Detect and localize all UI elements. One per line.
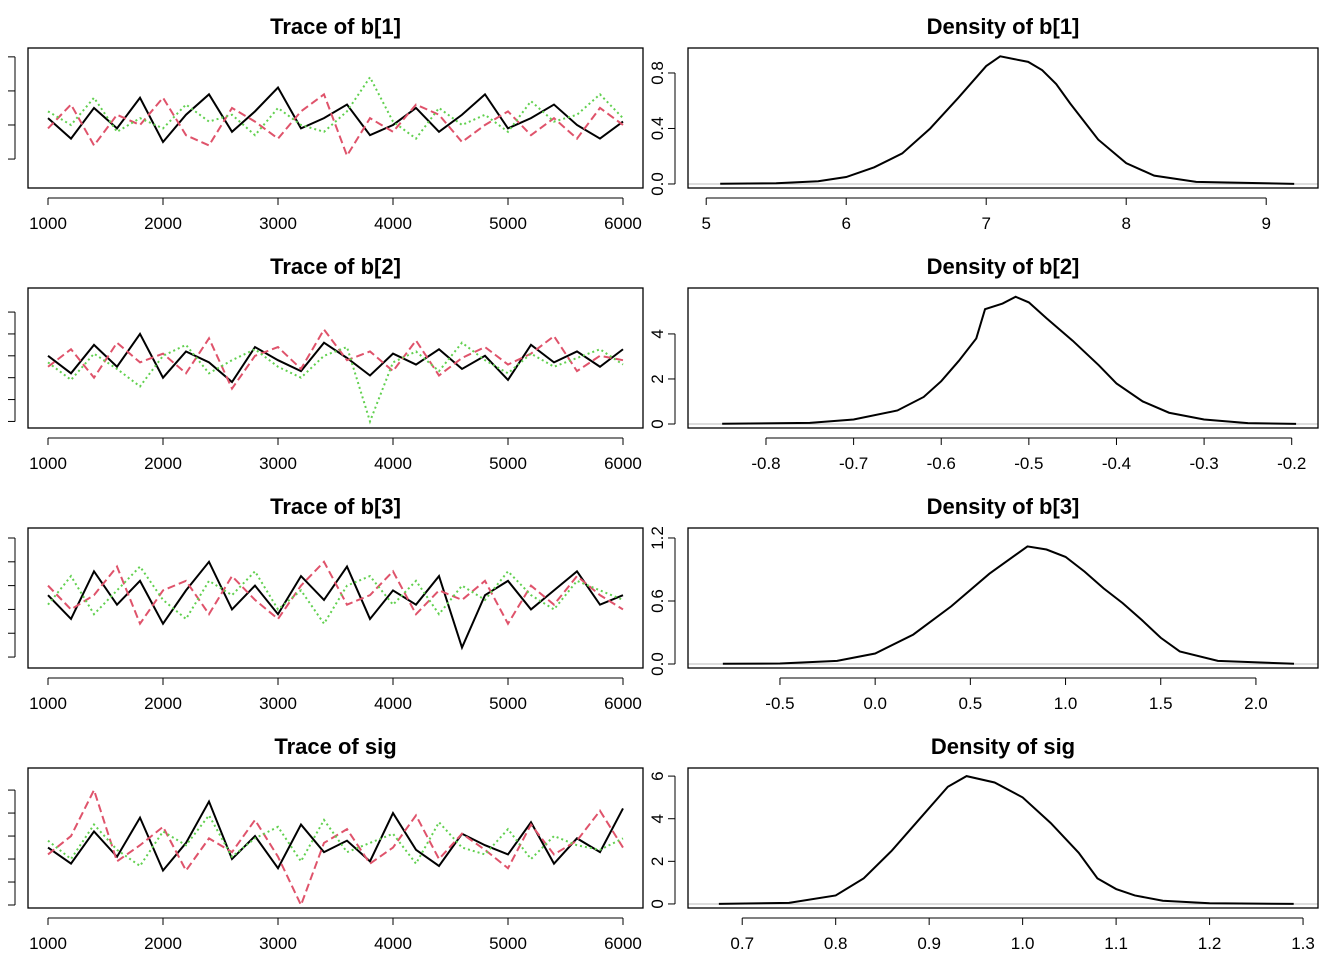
x-tick-label: 9 xyxy=(1261,214,1270,233)
panel-title: Trace of b[2] xyxy=(270,254,401,279)
x-tick-label: 3000 xyxy=(259,694,297,713)
panel-title: Density of sig xyxy=(931,734,1075,759)
x-tick-label: 2000 xyxy=(144,694,182,713)
x-tick-label: 7 xyxy=(981,214,990,233)
density-curve xyxy=(718,775,1294,905)
x-tick-label: -0.4 xyxy=(1102,454,1131,473)
x-tick-label: 1.0 xyxy=(1011,934,1035,953)
x-tick-label: 1.2 xyxy=(1198,934,1222,953)
trace-line xyxy=(47,799,624,873)
x-tick-label: -0.7 xyxy=(839,454,868,473)
x-tick-label: 5000 xyxy=(489,214,527,233)
panel-title: Trace of sig xyxy=(274,734,396,759)
y-tick-label: 0 xyxy=(648,899,667,908)
density-curve xyxy=(722,295,1297,425)
x-tick-label: 1000 xyxy=(29,214,67,233)
x-tick-label: 6000 xyxy=(604,694,642,713)
x-tick-label: 1000 xyxy=(29,454,67,473)
x-tick-label: 3000 xyxy=(259,454,297,473)
x-tick-label: 0.9 xyxy=(917,934,941,953)
plot-frame xyxy=(27,47,644,189)
x-tick-label: 3000 xyxy=(259,214,297,233)
plot-frame xyxy=(687,47,1319,189)
x-tick-label: 1.5 xyxy=(1149,694,1173,713)
trace-line xyxy=(47,559,624,651)
density-curve xyxy=(722,545,1295,665)
x-tick-label: -0.5 xyxy=(1014,454,1043,473)
x-tick-label: 1.3 xyxy=(1291,934,1315,953)
x-tick-label: 1.0 xyxy=(1054,694,1078,713)
x-tick-label: 3000 xyxy=(259,934,297,953)
y-tick-label: 0 xyxy=(648,419,667,428)
y-tick-label: 1.2 xyxy=(648,526,667,550)
x-tick-label: 4000 xyxy=(374,694,412,713)
y-tick-label: 0.4 xyxy=(648,117,667,141)
panel-title: Density of b[2] xyxy=(927,254,1080,279)
panel-title: Density of b[1] xyxy=(927,14,1080,39)
trace-line xyxy=(47,787,624,908)
x-tick-label: -0.2 xyxy=(1277,454,1306,473)
x-tick-label: -0.8 xyxy=(751,454,780,473)
x-tick-label: -0.5 xyxy=(765,694,794,713)
x-tick-label: 4000 xyxy=(374,454,412,473)
plot-frame xyxy=(27,527,644,669)
x-tick-label: 0.0 xyxy=(863,694,887,713)
x-tick-label: 0.5 xyxy=(959,694,983,713)
x-tick-label: 1.1 xyxy=(1104,934,1128,953)
x-tick-label: -0.6 xyxy=(927,454,956,473)
x-tick-label: 2000 xyxy=(144,214,182,233)
panel-title: Trace of b[1] xyxy=(270,14,401,39)
x-tick-label: 2000 xyxy=(144,454,182,473)
y-tick-label: 6 xyxy=(648,771,667,780)
x-tick-label: 6000 xyxy=(604,214,642,233)
x-tick-label: 4000 xyxy=(374,214,412,233)
trace-line xyxy=(47,341,624,425)
x-tick-label: 6000 xyxy=(604,454,642,473)
plot-frame xyxy=(687,287,1319,429)
x-tick-label: 0.8 xyxy=(824,934,848,953)
trace-line xyxy=(47,92,624,158)
trace-line xyxy=(47,332,624,384)
y-tick-label: 4 xyxy=(648,329,667,338)
x-tick-label: 5000 xyxy=(489,934,527,953)
y-tick-label: 0.6 xyxy=(648,589,667,613)
y-tick-label: 0.8 xyxy=(648,61,667,85)
plot-frame xyxy=(27,767,644,909)
x-tick-label: 5000 xyxy=(489,694,527,713)
x-tick-label: -0.3 xyxy=(1189,454,1218,473)
x-tick-label: 0.7 xyxy=(730,934,754,953)
y-tick-label: 2 xyxy=(648,374,667,383)
x-tick-label: 6000 xyxy=(604,934,642,953)
y-tick-label: 0.0 xyxy=(648,652,667,676)
y-tick-label: 4 xyxy=(648,814,667,823)
density-curve xyxy=(720,55,1295,185)
panel-title: Trace of b[3] xyxy=(270,494,401,519)
y-tick-label: 2 xyxy=(648,857,667,866)
x-tick-label: 1000 xyxy=(29,694,67,713)
plot-frame xyxy=(687,767,1319,909)
trace-line xyxy=(47,85,624,144)
x-tick-label: 4000 xyxy=(374,934,412,953)
y-tick-label: 0.0 xyxy=(648,172,667,196)
x-tick-label: 1000 xyxy=(29,934,67,953)
trace-line xyxy=(47,564,624,626)
x-tick-label: 5 xyxy=(701,214,710,233)
x-tick-label: 2.0 xyxy=(1244,694,1268,713)
trace-line xyxy=(47,75,624,141)
x-tick-label: 5000 xyxy=(489,454,527,473)
plot-frame xyxy=(27,287,644,429)
x-tick-label: 8 xyxy=(1121,214,1130,233)
x-tick-label: 6 xyxy=(841,214,850,233)
trace-line xyxy=(47,813,624,868)
panel-title: Density of b[3] xyxy=(927,494,1080,519)
trace-line xyxy=(47,327,624,391)
plot-frame xyxy=(687,527,1319,669)
x-tick-label: 2000 xyxy=(144,934,182,953)
